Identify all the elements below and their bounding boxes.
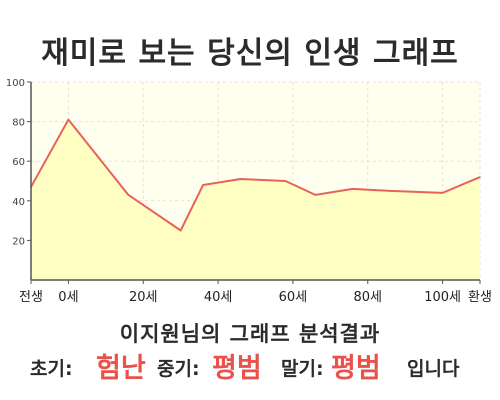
y-tick-label: 40 bbox=[12, 197, 25, 208]
x-tick-label: 환생 bbox=[468, 290, 492, 305]
data-point bbox=[239, 178, 242, 180]
life-line bbox=[30, 118, 481, 232]
x-tick-label: 40세 bbox=[204, 290, 233, 305]
late-label: 말기: bbox=[281, 358, 324, 380]
result-suffix: 입니다 bbox=[407, 358, 460, 380]
data-point bbox=[67, 118, 70, 121]
result-heading: 이지원님의 그래프 분석결과 bbox=[119, 322, 381, 346]
y-tick-label: 80 bbox=[12, 118, 25, 129]
data-point bbox=[127, 194, 130, 196]
late-value: 평범 bbox=[331, 353, 381, 384]
mid-value: 평범 bbox=[212, 353, 262, 384]
x-tick-label: 100세 bbox=[424, 290, 461, 305]
data-point bbox=[179, 229, 182, 232]
x-tick-label: 20세 bbox=[129, 290, 158, 305]
early-label: 초기: bbox=[30, 358, 73, 380]
life-area-fill bbox=[31, 119, 480, 280]
data-point bbox=[389, 190, 392, 192]
data-point bbox=[202, 184, 204, 186]
life-graph-chart: 20 40 60 80 100 전생 0세 20세 40세 60세 80세 100세 환생 bbox=[6, 78, 492, 305]
early-value: 험난 bbox=[96, 353, 146, 384]
y-tick-label: 100 bbox=[6, 78, 25, 89]
data-point bbox=[441, 192, 444, 194]
x-tick-label: 60세 bbox=[279, 290, 308, 305]
data-point bbox=[351, 188, 354, 190]
mid-label: 중기: bbox=[157, 358, 200, 380]
x-tick-label: 전생 bbox=[19, 290, 43, 305]
data-point bbox=[284, 180, 287, 182]
chart-title: 재미로 보는 당신의 인생 그래프 bbox=[41, 36, 459, 71]
x-tick-label: 0세 bbox=[58, 290, 78, 305]
data-point bbox=[314, 194, 317, 196]
y-tick-label: 20 bbox=[12, 236, 25, 247]
y-tick-label: 60 bbox=[12, 157, 25, 168]
data-point bbox=[479, 176, 481, 178]
x-tick-label: 80세 bbox=[353, 290, 382, 305]
